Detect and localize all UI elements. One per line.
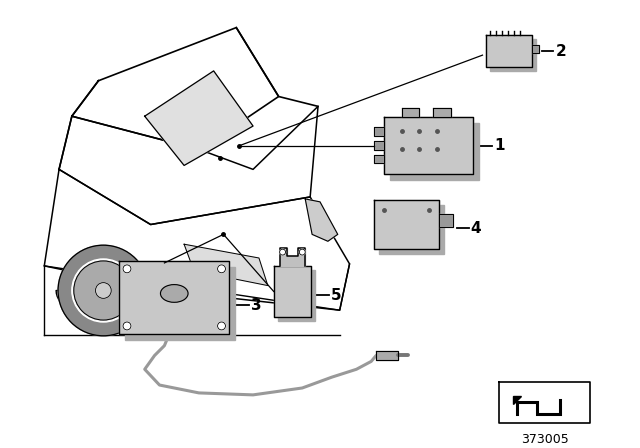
Text: 5: 5: [331, 288, 342, 303]
Polygon shape: [56, 290, 150, 318]
Polygon shape: [145, 71, 253, 165]
Polygon shape: [280, 248, 305, 266]
Polygon shape: [125, 267, 236, 340]
Text: 4: 4: [470, 221, 481, 236]
Text: 2: 2: [556, 44, 566, 59]
Polygon shape: [184, 244, 268, 285]
Text: 3: 3: [251, 298, 262, 313]
Text: 1: 1: [494, 138, 505, 153]
Polygon shape: [490, 39, 536, 71]
Polygon shape: [119, 261, 229, 334]
Polygon shape: [513, 396, 521, 404]
Polygon shape: [402, 108, 419, 117]
Polygon shape: [72, 28, 278, 150]
Polygon shape: [390, 123, 479, 180]
Polygon shape: [439, 214, 453, 228]
Circle shape: [72, 259, 135, 322]
Circle shape: [280, 249, 285, 255]
Circle shape: [218, 265, 225, 273]
Polygon shape: [379, 205, 444, 254]
Polygon shape: [44, 169, 349, 310]
Polygon shape: [305, 199, 338, 241]
Text: 373005: 373005: [521, 433, 568, 446]
Polygon shape: [374, 155, 384, 164]
Circle shape: [300, 249, 305, 255]
Polygon shape: [532, 45, 539, 53]
Circle shape: [123, 265, 131, 273]
Circle shape: [123, 322, 131, 330]
Polygon shape: [278, 270, 315, 321]
Polygon shape: [274, 266, 311, 317]
Polygon shape: [499, 382, 590, 423]
Polygon shape: [376, 351, 398, 360]
Circle shape: [218, 322, 225, 330]
Polygon shape: [59, 106, 318, 224]
Circle shape: [74, 261, 133, 320]
Polygon shape: [374, 141, 384, 150]
Circle shape: [95, 283, 111, 298]
Polygon shape: [433, 108, 451, 117]
Ellipse shape: [161, 284, 188, 302]
Polygon shape: [374, 127, 384, 136]
Polygon shape: [374, 200, 439, 249]
Circle shape: [58, 245, 148, 336]
Polygon shape: [486, 35, 532, 67]
Polygon shape: [384, 117, 472, 174]
